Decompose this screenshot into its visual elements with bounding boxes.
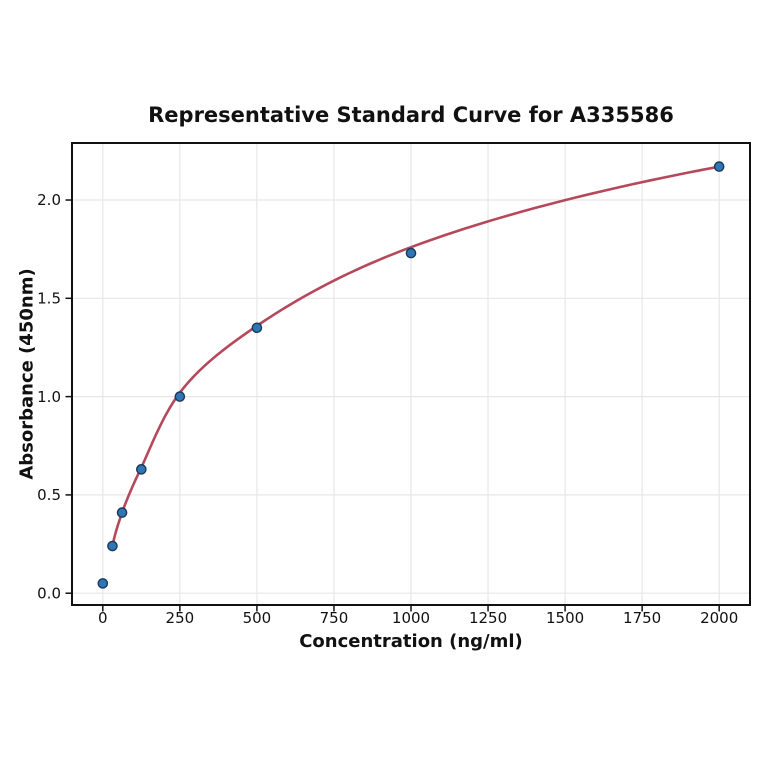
y-tick-label: 0.5 — [37, 486, 61, 504]
x-tick-label: 1750 — [623, 609, 661, 627]
x-tick-label: 250 — [166, 609, 195, 627]
chart-title: Representative Standard Curve for A33558… — [148, 103, 674, 127]
x-tick-label: 500 — [243, 609, 272, 627]
x-tick-label: 750 — [320, 609, 349, 627]
x-tick-label: 1000 — [392, 609, 430, 627]
x-tick-label: 1250 — [469, 609, 507, 627]
x-tick-label: 0 — [98, 609, 108, 627]
y-tick-label: 1.0 — [37, 388, 61, 406]
y-tick-label: 0.0 — [37, 584, 61, 602]
y-tick-label: 2.0 — [37, 191, 61, 209]
data-point — [713, 161, 725, 172]
plot-border — [71, 142, 751, 606]
data-point — [136, 464, 147, 475]
data-point — [251, 322, 263, 334]
y-tick-label: 1.5 — [37, 290, 61, 308]
x-axis-label: Concentration (ng/ml) — [299, 631, 523, 652]
data-point — [174, 391, 186, 402]
fit-curve — [111, 165, 721, 548]
x-tick-label: 1500 — [546, 609, 584, 627]
data-point — [97, 578, 109, 589]
data-point — [116, 507, 128, 518]
x-tick-label: 2000 — [700, 609, 738, 627]
data-point — [405, 247, 417, 259]
data-point — [107, 540, 118, 552]
